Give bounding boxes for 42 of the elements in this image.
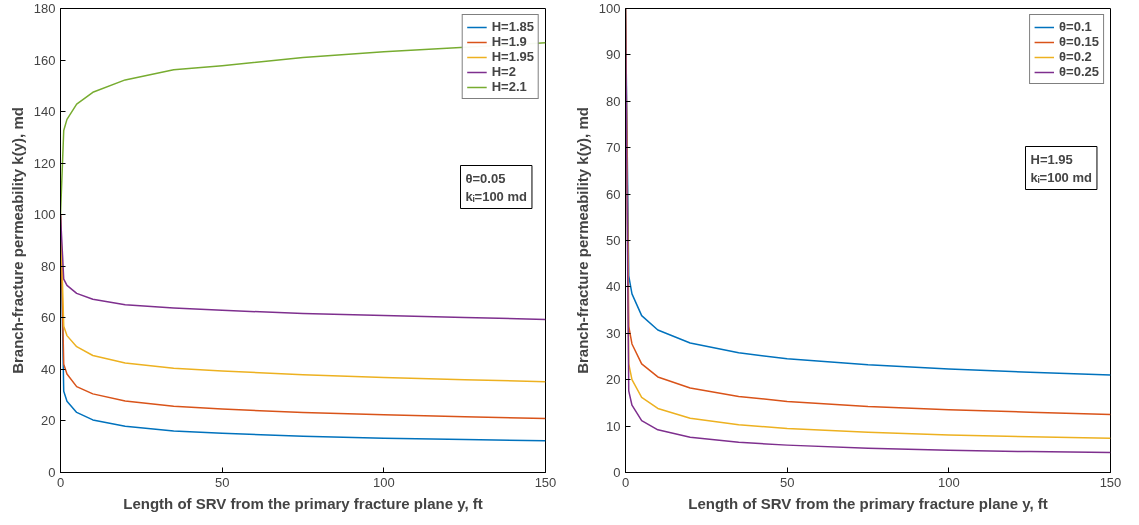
y-axis-title: Branch-fracture permeability k(y), md <box>573 107 591 374</box>
y-tick-label: 40 <box>606 279 621 295</box>
y-tick-label: 120 <box>33 155 56 171</box>
legend-label: θ=0.15 <box>1059 34 1099 49</box>
legend-label: θ=0.1 <box>1059 19 1092 34</box>
legend-label: H=2.1 <box>491 79 527 94</box>
x-tick-label: 50 <box>779 474 795 490</box>
x-axis-title: Length of SRV from the primary fracture plane y, ft <box>688 494 1048 512</box>
legend-label: H=1.9 <box>491 34 527 49</box>
y-tick-label: 100 <box>598 1 621 16</box>
x-tick-label: 50 <box>214 474 230 490</box>
annotation: kᵢ=100 md <box>465 188 528 204</box>
x-axis-title: Length of SRV from the primary fracture plane y, ft <box>123 494 483 512</box>
y-tick-label: 10 <box>606 418 621 434</box>
y-tick-label: 70 <box>606 140 621 156</box>
y-tick-label: 20 <box>606 372 621 388</box>
x-tick-label: 100 <box>937 474 960 490</box>
legend-label: H=1.95 <box>491 49 534 64</box>
x-tick-label: 150 <box>534 474 557 490</box>
legend-label: θ=0.2 <box>1059 49 1092 64</box>
x-tick-label: 150 <box>1099 474 1122 490</box>
y-tick-label: 80 <box>606 93 621 109</box>
y-tick-label: 180 <box>33 1 56 16</box>
y-tick-label: 80 <box>41 258 56 274</box>
y-tick-label: 50 <box>606 233 621 248</box>
y-tick-label: 100 <box>33 207 56 223</box>
y-tick-label: 90 <box>606 47 621 63</box>
annotation: θ=0.05 <box>465 170 506 186</box>
y-tick-label: 60 <box>41 310 56 326</box>
y-axis-title: Branch-fracture permeability k(y), md <box>8 107 26 374</box>
y-tick-label: 40 <box>41 361 56 377</box>
y-tick-label: 160 <box>33 52 56 68</box>
legend-label: θ=0.25 <box>1059 64 1099 79</box>
annotation: kᵢ=100 md <box>1030 169 1093 185</box>
legend-label: H=1.85 <box>491 19 534 34</box>
y-tick-label: 140 <box>33 104 56 120</box>
y-tick-label: 20 <box>41 413 56 429</box>
annotation: H=1.95 <box>1030 151 1073 167</box>
y-tick-label: 30 <box>606 325 621 341</box>
y-tick-label: 60 <box>606 186 621 202</box>
x-tick-label: 100 <box>372 474 395 490</box>
legend-label: H=2 <box>491 64 516 79</box>
